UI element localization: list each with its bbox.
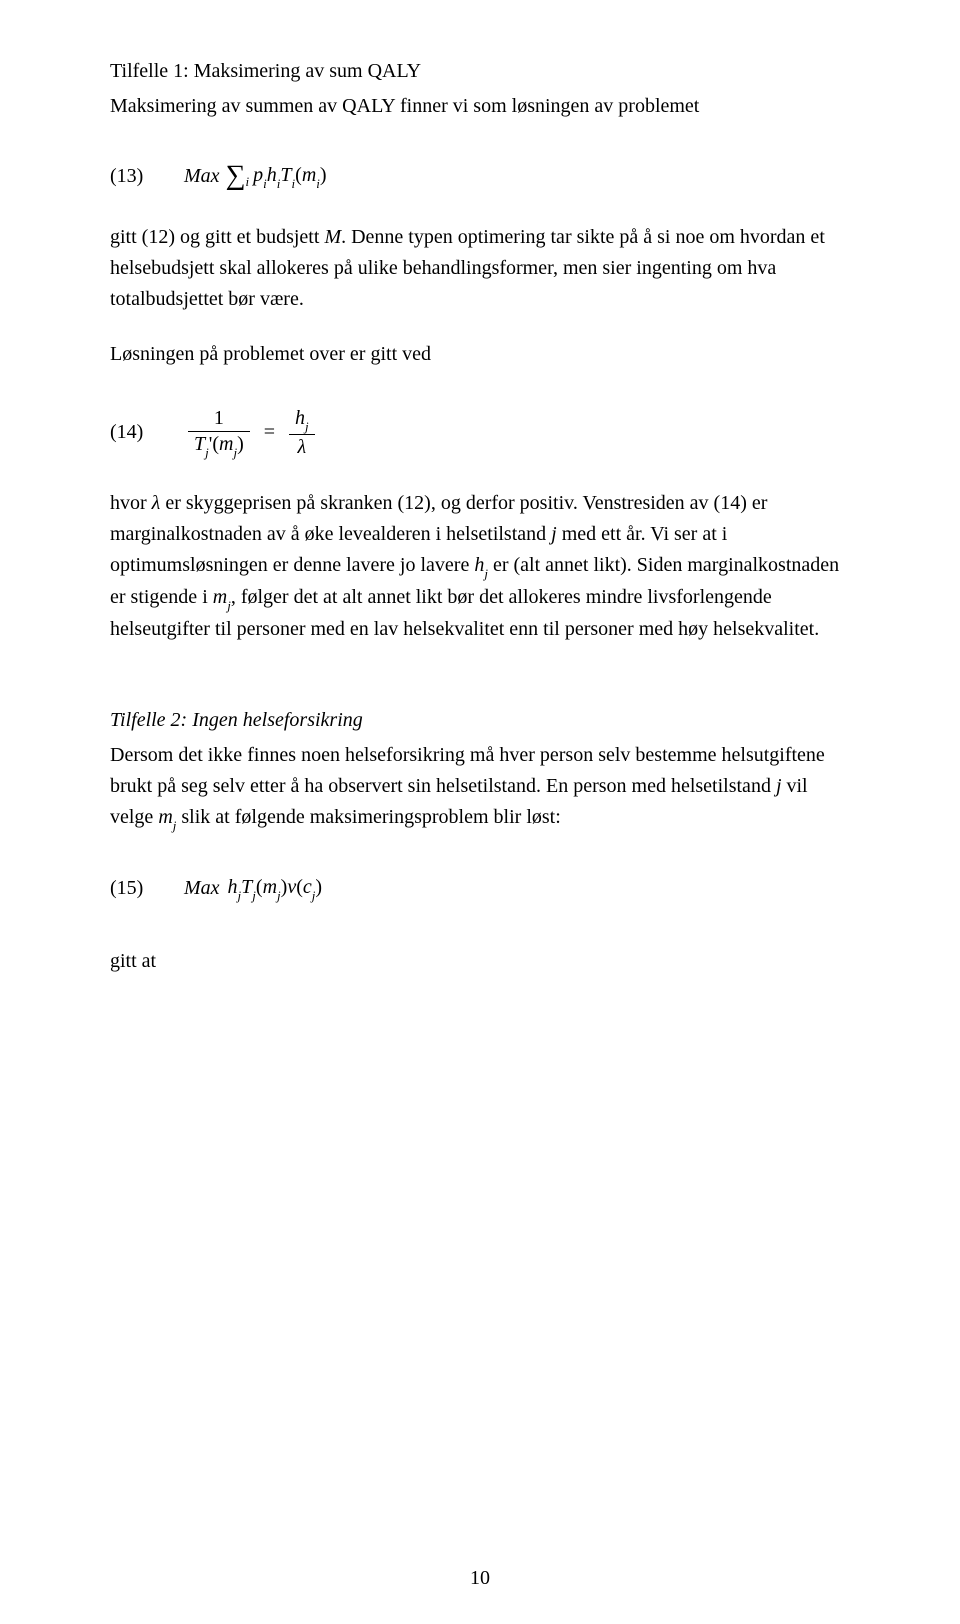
eq13-number: (13) — [110, 161, 156, 192]
eq13-T: T — [280, 164, 291, 186]
eq14-lhs-num: 1 — [208, 408, 230, 429]
eq15-T: T — [241, 876, 252, 898]
eq13-m-i: i — [316, 176, 320, 191]
equation-15: (15) Max hjTj(mj)v(cj) — [110, 872, 850, 904]
eq13-h-i: i — [277, 176, 281, 191]
eq14-close: ) — [237, 433, 244, 455]
eq15-max: Max — [184, 873, 220, 904]
eq15-open2: ( — [296, 876, 303, 898]
case2-body-c: slik at følgende maksimeringsproblem bli… — [176, 806, 560, 828]
eq14-h: h — [295, 407, 305, 429]
eq13-max: Max — [184, 161, 220, 192]
case2-mj-m: m — [158, 806, 172, 828]
eq13-p-i: i — [263, 176, 267, 191]
eq14-lhs-frac: 1 Tj'(mj) — [188, 408, 250, 458]
case2-inline-mj: mj — [158, 806, 176, 828]
equation-14: (14) 1 Tj'(mj) = hj λ — [110, 408, 850, 458]
solution-intro: Løsningen på problemet over er gitt ved — [110, 339, 850, 370]
eq14-h-j: j — [305, 419, 309, 434]
eq15-T-j: j — [252, 888, 256, 903]
eq15-number: (15) — [110, 873, 156, 904]
eq14-m-j: j — [233, 445, 237, 460]
eq14-m: m — [219, 433, 233, 455]
inline-mj-m: m — [213, 586, 227, 608]
fraction-bar-icon — [188, 431, 250, 432]
eq13-p: p — [253, 164, 263, 186]
eq15-body: Max hjTj(mj)v(cj) — [184, 872, 322, 904]
inline-hj: hj — [474, 554, 488, 576]
eq14-prime-open: '( — [209, 433, 219, 455]
inline-mj-j: j — [227, 598, 231, 613]
eq13-close: ) — [320, 164, 327, 186]
case2-body-a: Dersom det ikke finnes noen helseforsikr… — [110, 744, 825, 797]
after14-a: hvor — [110, 492, 152, 514]
after-eq13-paragraph: gitt (12) og gitt et budsjett M. Denne t… — [110, 222, 850, 315]
fraction-bar-icon — [289, 434, 315, 435]
page-number: 10 — [0, 1563, 960, 1594]
equation-13: (13) Max ∑ i pihiTi(mi) — [110, 160, 850, 192]
eq14-T-j: j — [205, 445, 209, 460]
eq13-m: m — [302, 164, 316, 186]
after13-text-a: gitt (12) og gitt et budsjett — [110, 226, 324, 248]
case2-mj-j: j — [173, 818, 177, 833]
case2-body: Dersom det ikke finnes noen helseforsikr… — [110, 740, 850, 834]
eq14-equals: = — [264, 417, 275, 448]
eq15-m-j: j — [277, 888, 281, 903]
case2-title: Tilfelle 2: Ingen helseforsikring — [110, 705, 850, 736]
eq15-open1: ( — [256, 876, 263, 898]
case1-title: Tilfelle 1: Maksimering av sum QALY — [110, 56, 850, 87]
after13-M: M — [324, 226, 341, 248]
eq15-m: m — [263, 876, 277, 898]
eq14-T: T — [194, 433, 205, 455]
eq15-v: v — [287, 876, 296, 898]
inline-mj: mj — [213, 586, 231, 608]
case1-intro: Maksimering av summen av QALY finner vi … — [110, 91, 850, 122]
inline-hj-j: j — [484, 566, 488, 581]
eq14-lhs-den: Tj'(mj) — [188, 434, 250, 458]
eq15-close2: ) — [315, 876, 322, 898]
eq15-c-j: j — [312, 888, 316, 903]
eq13-h: h — [267, 164, 277, 186]
eq15-h: h — [228, 876, 238, 898]
sum-icon: ∑ — [226, 162, 246, 190]
inline-hj-h: h — [474, 554, 484, 576]
gitt-at: gitt at — [110, 946, 850, 977]
eq13-T-i: i — [292, 176, 296, 191]
eq13-open: ( — [295, 164, 302, 186]
eq13-body: Max ∑ i pihiTi(mi) — [184, 160, 327, 192]
eq14-number: (14) — [110, 417, 156, 448]
eq15-h-j: j — [238, 888, 242, 903]
eq14-body: 1 Tj'(mj) = hj λ — [184, 408, 319, 458]
eq14-rhs-num: hj — [289, 408, 315, 432]
eq14-rhs-frac: hj λ — [289, 408, 315, 458]
eq14-rhs-den: λ — [292, 437, 313, 458]
eq15-c: c — [303, 876, 312, 898]
after-eq14-paragraph: hvor λ er skyggeprisen på skranken (12),… — [110, 488, 850, 645]
eq13-sum-index-i: i — [246, 172, 250, 192]
